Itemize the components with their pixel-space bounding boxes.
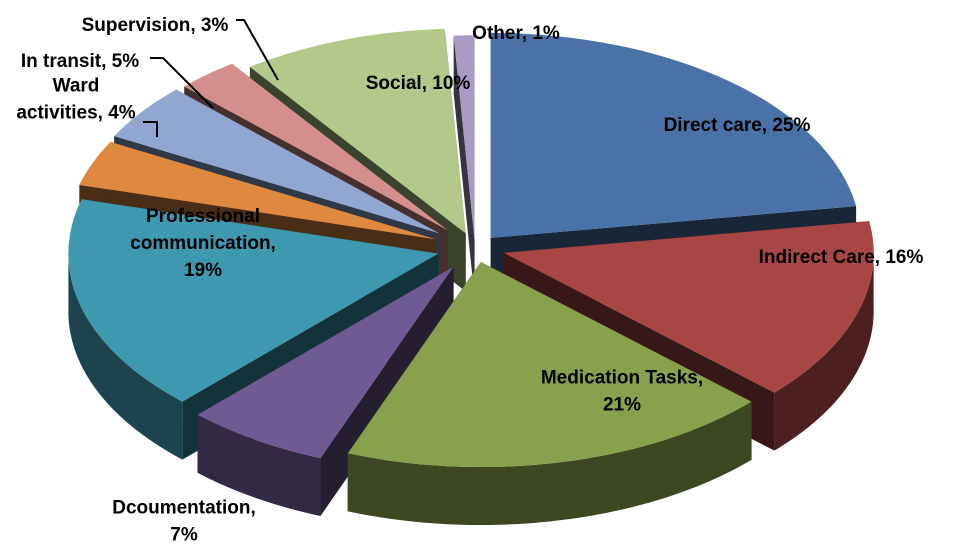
pie-slice <box>114 89 440 234</box>
pie-labels: Direct care, 25% Indirect Care, 16% Medica… <box>16 15 923 546</box>
pie-slice <box>453 35 475 241</box>
leader-line <box>150 57 214 109</box>
pie-slice <box>79 141 437 240</box>
leader-line <box>236 19 279 81</box>
slice-label: Social, 10% <box>366 73 471 94</box>
slice-label: In transit, 5% <box>21 51 139 72</box>
slice-label: Professional communication, 19% <box>130 206 276 281</box>
pie-slice <box>347 262 752 468</box>
slice-side <box>453 35 475 299</box>
pie-slice <box>197 266 454 458</box>
pie-slice <box>184 63 448 231</box>
slice-label: Ward activities, 4% <box>16 76 135 124</box>
pie-slice <box>68 199 439 402</box>
pie-slice <box>249 28 466 234</box>
pie-slice <box>503 221 874 393</box>
leader-line <box>143 121 158 137</box>
pie-tops <box>68 28 874 468</box>
slice-label: Indirect Care, 16% <box>759 247 924 268</box>
leader-lines <box>143 19 279 137</box>
slice-label: Dcoumentation, 7% <box>112 498 256 546</box>
slice-label: Medication Tasks, 21% <box>541 368 703 416</box>
pie-slice <box>490 32 857 238</box>
slice-label: Supervision, 3% <box>82 15 229 36</box>
slice-label: Other, 1% <box>472 23 560 44</box>
slice-label: Direct care, 25% <box>664 115 811 136</box>
